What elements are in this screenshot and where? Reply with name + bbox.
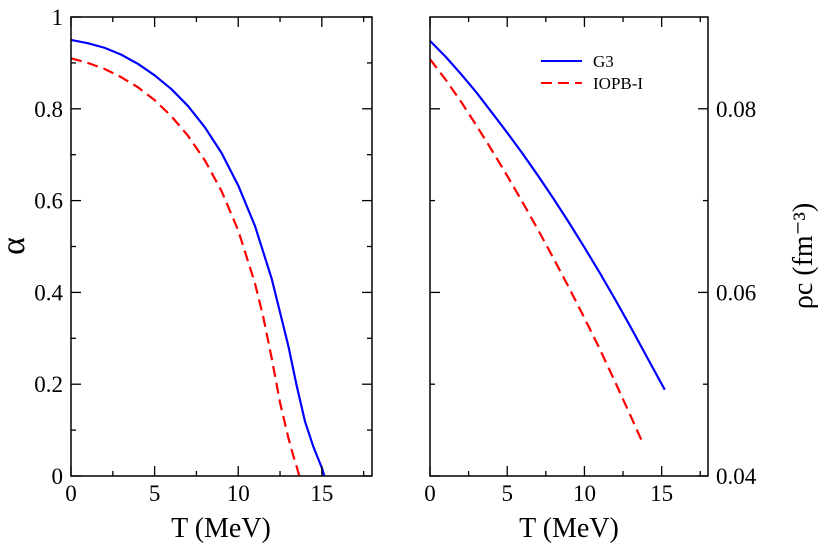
left-ticks	[70, 16, 372, 477]
left-panel: 0 5 10 15 0 0.2 0.4 0.6 0.8 1 T (MeV) α	[0, 5, 373, 544]
left-y-tick-label: 0	[52, 464, 64, 489]
right-x-tick-label: 0	[424, 481, 436, 506]
right-x-tick-label: 5	[501, 481, 513, 506]
right-y-tick-label: 0.06	[716, 280, 756, 305]
left-x-axis-label: T (MeV)	[171, 513, 271, 544]
left-y-tick-label: 0.4	[34, 280, 63, 305]
left-plot-frame	[70, 16, 373, 477]
legend: G3 IOPB-I	[541, 52, 643, 93]
left-y-axis-label: α	[0, 237, 32, 255]
left-x-tick-label: 15	[310, 481, 333, 506]
left-y-tick-label: 0.2	[34, 372, 63, 397]
right-series-g3-line	[429, 40, 666, 391]
legend-label-iopb: IOPB-I	[593, 74, 643, 93]
right-x-tick-label: 10	[573, 481, 596, 506]
left-y-tick-label: 0.6	[34, 189, 63, 214]
right-y-tick-label: 0.04	[716, 464, 757, 489]
right-tick-labels: 0 5 10 15 0.04 0.06 0.08	[424, 97, 757, 506]
right-y-tick-label: 0.08	[716, 97, 756, 122]
left-plot-lines	[70, 38, 326, 477]
left-x-tick-label: 10	[227, 481, 250, 506]
left-series-iopb-i-line	[70, 57, 301, 477]
right-plot-frame	[429, 16, 709, 477]
right-plot-lines	[429, 40, 666, 445]
left-x-tick-label: 0	[65, 481, 77, 506]
right-panel: 0 5 10 15 0.04 0.06 0.08 T (MeV) ρc (fm⁻³) G3 …	[424, 16, 819, 544]
right-y-axis-label: ρc (fm⁻³)	[788, 203, 819, 309]
left-y-tick-label: 1	[52, 5, 64, 30]
left-tick-labels: 0 5 10 15 0 0.2 0.4 0.6 0.8 1	[34, 5, 333, 506]
legend-label-g3: G3	[593, 52, 614, 71]
right-x-tick-label: 15	[650, 481, 673, 506]
right-series-iopb-i-line	[429, 58, 645, 445]
left-series-g3-line	[70, 38, 326, 477]
left-y-tick-label: 0.8	[34, 97, 63, 122]
left-x-tick-label: 5	[149, 481, 161, 506]
right-x-axis-label: T (MeV)	[519, 513, 619, 544]
right-ticks	[429, 17, 708, 477]
